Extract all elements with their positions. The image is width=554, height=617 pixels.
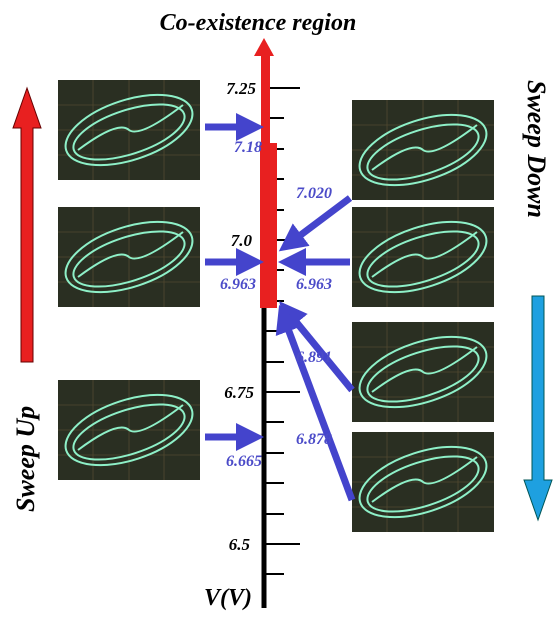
sweep-down-value: 6.878: [296, 431, 332, 448]
tick-label: 7.0: [231, 231, 253, 250]
sweep-up-arrow: [13, 88, 41, 362]
scope-image: [351, 207, 495, 307]
scope-image: [57, 80, 201, 180]
sweep-up-label: Sweep Up: [11, 406, 40, 512]
figure: Co-existence region 7.25 7.0 6.75 6.5 V(…: [0, 0, 554, 617]
sweep-down-arrow: [524, 296, 552, 520]
scope-image: [57, 380, 201, 480]
scope-image: [351, 100, 495, 200]
tick-label: 7.25: [226, 79, 256, 98]
sweep-up-value: 6.963: [220, 276, 256, 293]
sweep-up-value: 6.665: [226, 453, 262, 470]
region-bar: [260, 143, 277, 308]
tick-label: 6.75: [224, 383, 254, 402]
sweep-down-value: 6.963: [296, 276, 332, 293]
sweep-up-value: 7.18: [234, 139, 262, 156]
scope-image: [57, 207, 201, 307]
title: Co-existence region: [160, 10, 357, 36]
sweep-down-label: Sweep Down: [522, 80, 551, 218]
sweep-down-value: 6.891: [296, 349, 332, 366]
tick-label: 6.5: [229, 535, 251, 554]
region-arrow-head: [254, 38, 274, 56]
axis-label: V(V): [204, 585, 252, 611]
scope-image: [351, 432, 495, 532]
scope-image: [351, 322, 495, 422]
region-bar: [261, 56, 270, 146]
sweep-down-value: 7.020: [296, 185, 332, 202]
